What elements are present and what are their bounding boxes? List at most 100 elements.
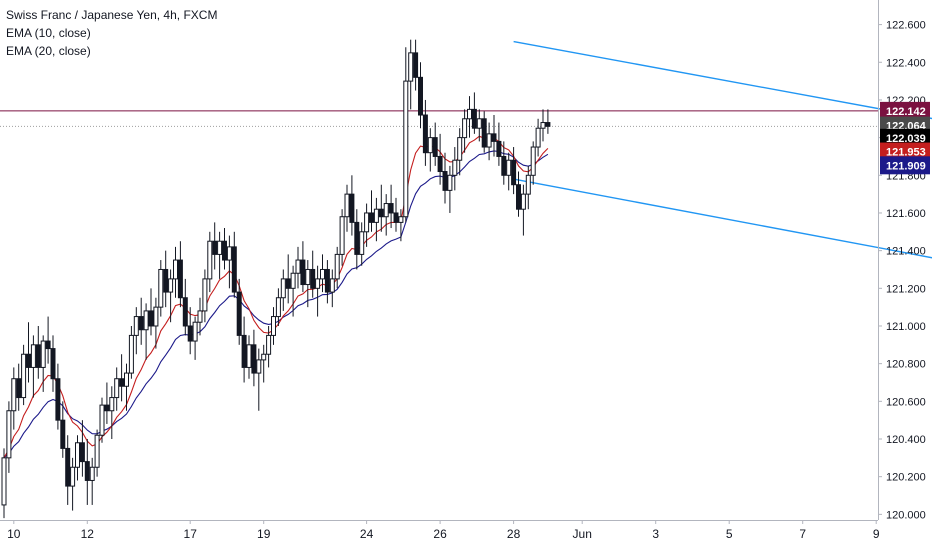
candle (79, 420, 85, 477)
channel-upper-line (513, 40, 932, 120)
time-tick-label: 12 (81, 527, 95, 541)
candle-body (79, 442, 85, 463)
candle (143, 303, 149, 360)
ema10-legend[interactable]: EMA (10, close) (6, 26, 91, 40)
candle-body (511, 159, 517, 186)
candle (45, 316, 51, 364)
candle (133, 307, 139, 355)
candle-body (383, 203, 389, 218)
candle (124, 363, 129, 411)
time-tick-label: 19 (257, 527, 271, 541)
candle-body (65, 447, 71, 487)
candle-body (305, 268, 311, 286)
candle (511, 147, 517, 195)
candle-body (324, 268, 330, 293)
candle (520, 184, 526, 236)
candle-body (241, 334, 247, 368)
candle (540, 109, 546, 142)
candle (55, 363, 61, 430)
candle-body (119, 378, 125, 387)
candle (266, 325, 272, 368)
time-tick-label: 7 (799, 527, 806, 541)
candle (128, 325, 134, 379)
candle-body (133, 316, 139, 336)
candle-body (50, 348, 56, 380)
candle (75, 435, 80, 481)
time-axis[interactable]: 10121719242628Jun357914 (0, 520, 932, 541)
candle (11, 367, 17, 430)
price-axis[interactable]: 120.000 120.200 120.400 120.600 120.800 121.0… (878, 0, 926, 521)
candle (94, 429, 100, 477)
candle (114, 367, 120, 411)
candle-body (104, 404, 110, 412)
candle (471, 92, 477, 134)
candle (148, 288, 154, 336)
candle-body (295, 259, 301, 274)
price-tick-label: 120.800 (886, 359, 926, 371)
candle (427, 128, 433, 172)
price-label: 122.142 (880, 101, 930, 120)
price-tick-label: 121.200 (886, 283, 926, 295)
candle-body (30, 344, 36, 368)
candle-body (114, 378, 120, 399)
candle-body (344, 193, 350, 218)
candle (506, 152, 512, 191)
candle (364, 203, 370, 247)
candle-body (89, 466, 95, 481)
ema20-legend[interactable]: EMA (20, close) (6, 44, 91, 58)
candle-body (388, 203, 394, 214)
candle (285, 254, 291, 304)
candle (496, 122, 502, 166)
price-label-text: 122.039 (886, 133, 926, 145)
candle (163, 250, 169, 308)
candle (60, 401, 66, 458)
candle-body (545, 122, 551, 127)
candle-body (212, 240, 218, 255)
candle (403, 47, 409, 223)
candle (6, 401, 12, 473)
candle-body (300, 259, 306, 286)
candle-body (21, 353, 27, 399)
candle (310, 250, 316, 298)
candle (187, 307, 193, 355)
candle-body (222, 240, 227, 261)
candle-body (261, 353, 267, 361)
candle-body (447, 174, 453, 191)
candle-body (197, 310, 203, 323)
candle-body (251, 344, 257, 374)
candle (324, 260, 330, 304)
candle (305, 260, 311, 308)
candle-body (182, 297, 188, 327)
candle (545, 109, 551, 134)
candle (525, 165, 531, 210)
candle (422, 99, 428, 166)
candle (207, 231, 213, 293)
candle-body (256, 359, 262, 374)
candle-body (109, 397, 115, 412)
candle (241, 316, 247, 383)
candle-body (457, 137, 463, 161)
candle (275, 288, 281, 326)
candle-body (315, 278, 321, 289)
candle (535, 118, 541, 157)
price-label-text: 121.909 (886, 160, 926, 172)
candle (21, 344, 27, 406)
candle-body (75, 442, 80, 468)
candle (320, 254, 325, 293)
symbol-title[interactable]: Swiss Franc / Japanese Yen, 4h, FXCM (6, 8, 218, 22)
plot-area[interactable] (0, 39, 932, 519)
candle-body (285, 278, 291, 289)
time-tick-label: 10 (7, 527, 21, 541)
price-label-text: 121.953 (886, 147, 926, 159)
candle-body (393, 212, 399, 223)
price-label-bg (880, 156, 930, 175)
candle-body (271, 316, 276, 336)
price-tick-label: 121.600 (886, 208, 926, 220)
candle (226, 235, 232, 289)
candle-body (163, 268, 169, 293)
candle (388, 184, 394, 229)
candle-body (349, 193, 355, 223)
candle (99, 397, 105, 443)
